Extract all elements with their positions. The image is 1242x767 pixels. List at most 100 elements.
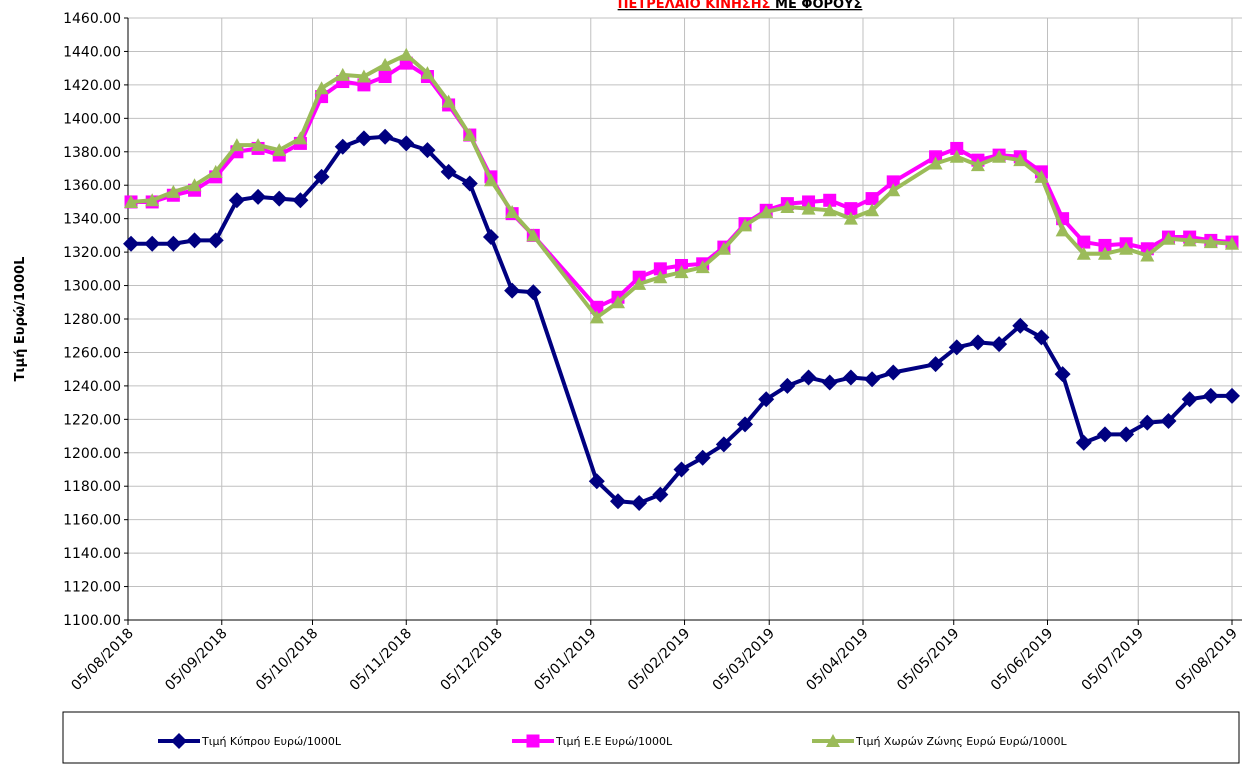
marker <box>440 163 457 180</box>
marker <box>1182 233 1197 247</box>
marker <box>399 47 414 61</box>
marker <box>334 138 351 155</box>
marker <box>673 461 690 478</box>
marker <box>927 356 944 373</box>
marker <box>1013 153 1028 167</box>
marker <box>1034 169 1049 183</box>
y-tick-label: 1400.00 <box>63 111 121 127</box>
legend-label: Τιμή Ε.Ε Ευρώ/1000L <box>555 735 673 748</box>
marker <box>228 192 245 209</box>
title-part: ΜΕ ΦΟΡΟΥΣ <box>775 0 862 12</box>
marker <box>525 284 542 301</box>
marker <box>821 374 838 391</box>
marker <box>420 66 435 80</box>
marker <box>165 235 182 252</box>
y-tick-label: 1360.00 <box>63 178 121 194</box>
marker <box>1075 434 1092 451</box>
marker <box>822 203 837 217</box>
marker <box>292 192 309 209</box>
marker <box>865 192 879 206</box>
y-tick-label: 1100.00 <box>63 613 121 629</box>
x-tick-label: 05/08/2019 <box>1172 626 1240 694</box>
y-axis-label: Τιμή Ευρώ/1000L <box>13 257 28 382</box>
marker <box>186 232 203 249</box>
marker <box>886 183 901 197</box>
marker <box>1076 246 1091 260</box>
x-tick-label: 05/03/2019 <box>710 626 778 694</box>
marker <box>694 449 711 466</box>
y-tick-label: 1440.00 <box>63 44 121 60</box>
x-tick-label: 05/05/2019 <box>894 626 962 694</box>
marker <box>461 175 478 192</box>
marker <box>145 193 160 207</box>
marker <box>674 265 689 279</box>
marker <box>482 229 499 246</box>
x-tick-label: 05/12/2018 <box>437 626 505 694</box>
marker <box>842 369 859 386</box>
marker <box>250 188 267 205</box>
marker <box>632 276 647 290</box>
marker <box>355 130 372 147</box>
legend-label: Τιμή Κύπρου Ευρώ/1000L <box>201 735 342 748</box>
y-tick-label: 1160.00 <box>63 513 121 529</box>
marker <box>991 336 1008 353</box>
x-tick-label: 05/01/2019 <box>531 626 599 694</box>
marker <box>589 310 604 324</box>
marker <box>1033 329 1050 346</box>
marker <box>398 135 415 152</box>
x-tick-label: 05/10/2018 <box>253 626 321 694</box>
x-tick-label: 05/07/2019 <box>1079 626 1147 694</box>
marker <box>1161 231 1176 245</box>
marker <box>1012 317 1029 334</box>
marker <box>313 168 330 185</box>
y-tick-label: 1220.00 <box>63 412 121 428</box>
y-tick-label: 1180.00 <box>63 479 121 495</box>
marker <box>652 486 669 503</box>
marker <box>780 199 795 213</box>
marker <box>1119 241 1134 255</box>
marker <box>123 235 140 252</box>
marker <box>885 364 902 381</box>
marker <box>928 156 943 170</box>
y-tick-label: 1460.00 <box>63 11 121 27</box>
marker <box>1077 235 1091 249</box>
marker <box>335 67 350 81</box>
marker <box>1055 223 1070 237</box>
marker <box>970 158 985 172</box>
legend-marker <box>826 734 840 747</box>
y-tick-label: 1120.00 <box>63 580 121 596</box>
title-part: ΠΕΤΡΕΛΑΙΟ ΚΙΝΗΣΗΣ <box>618 0 771 12</box>
marker <box>715 436 732 453</box>
y-tick-label: 1200.00 <box>63 446 121 462</box>
marker <box>738 218 753 232</box>
marker <box>504 282 521 299</box>
marker <box>124 194 139 208</box>
y-tick-label: 1240.00 <box>63 379 121 395</box>
marker <box>801 201 816 215</box>
marker <box>1181 391 1198 408</box>
y-tick-label: 1140.00 <box>63 546 121 562</box>
marker <box>378 57 393 71</box>
marker <box>1118 426 1135 443</box>
marker <box>166 184 181 198</box>
marker <box>187 178 202 192</box>
marker <box>1203 235 1218 249</box>
marker <box>949 149 964 163</box>
marker <box>737 416 754 433</box>
marker <box>483 173 498 187</box>
y-tick-label: 1280.00 <box>63 312 121 328</box>
marker <box>1139 414 1156 431</box>
legend-marker <box>526 734 540 748</box>
y-tick-label: 1320.00 <box>63 245 121 261</box>
marker <box>800 369 817 386</box>
series-line <box>131 61 1233 310</box>
marker <box>1097 246 1112 260</box>
marker <box>462 128 477 142</box>
marker <box>441 94 456 108</box>
marker <box>610 295 625 309</box>
marker <box>886 175 900 189</box>
marker <box>207 232 224 249</box>
y-tick-label: 1300.00 <box>63 279 121 295</box>
marker <box>758 391 775 408</box>
